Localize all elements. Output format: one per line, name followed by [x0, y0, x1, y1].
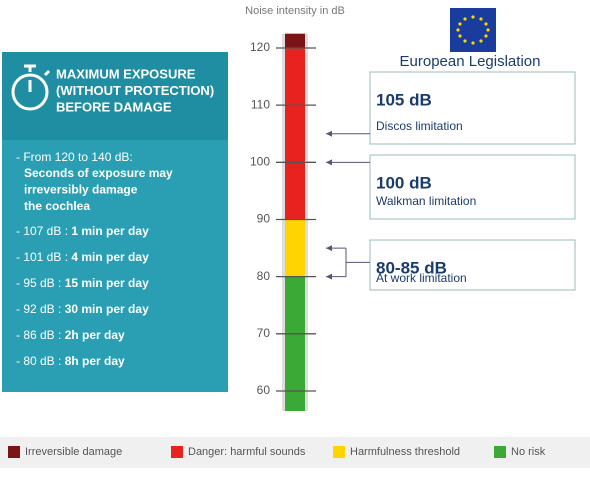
legend-label: Danger: harmful sounds — [188, 446, 306, 458]
scale-band — [285, 33, 305, 48]
exposure-item: - 86 dB : 2h per day — [16, 328, 125, 342]
legend-label: No risk — [511, 446, 546, 458]
item-level: - 80 dB : — [16, 354, 61, 368]
item-duration: 8h per day — [65, 354, 125, 368]
legend-swatch — [494, 446, 506, 458]
item-level: - 92 dB : — [16, 302, 61, 316]
exposure-item: - 107 dB : 1 min per day — [16, 224, 149, 238]
legend-label: Irreversible damage — [25, 446, 122, 458]
item-level: - 101 dB : — [16, 250, 68, 264]
arrow-head — [326, 130, 332, 137]
item-duration: 30 min per day — [65, 302, 149, 316]
legislation-box — [369, 154, 576, 220]
eu-flag — [450, 8, 496, 52]
intro-text: - From 120 to 140 dB: — [16, 150, 133, 164]
panel-title: (WITHOUT PROTECTION) — [56, 83, 214, 98]
item-level: - 107 dB : — [16, 224, 68, 238]
legend-strip — [0, 437, 590, 468]
arrow-head — [326, 159, 332, 166]
panel-title: BEFORE DAMAGE — [56, 99, 172, 114]
item-duration: 15 min per day — [65, 276, 149, 290]
exposure-item: - 80 dB : 8h per day — [16, 354, 125, 368]
item-level: - 86 dB : — [16, 328, 61, 342]
legislation-desc: Walkman limitation — [376, 194, 476, 208]
legislation-level: 105 dB — [376, 90, 432, 109]
legislation-title: European Legislation — [400, 53, 541, 70]
arrow-head — [326, 273, 332, 280]
tick-label: 70 — [257, 326, 271, 340]
tick-label: 110 — [251, 97, 270, 111]
intro-bold: the cochlea — [24, 199, 90, 213]
legislation-desc: At work limitation — [376, 271, 467, 285]
tick-label: 80 — [257, 269, 271, 283]
legislation-box — [369, 71, 576, 145]
legislation-level: 80-85 dB — [376, 258, 447, 277]
item-duration: 1 min per day — [71, 224, 149, 238]
scale-band — [285, 219, 305, 277]
panel-title: MAXIMUM EXPOSURE — [56, 66, 196, 81]
legend-label: Harmfulness threshold — [350, 446, 460, 458]
stopwatch-icon — [11, 64, 51, 111]
legislation-level: 100 dB — [376, 173, 432, 192]
intro-bold: irreversibly damage — [24, 183, 138, 197]
scale-title: Noise intensity in dB — [245, 5, 345, 17]
intro-bold: Seconds of exposure may — [24, 166, 173, 180]
exposure-item: - 101 dB : 4 min per day — [16, 250, 149, 264]
tick-label: 120 — [250, 40, 270, 54]
legend-swatch — [171, 446, 183, 458]
item-duration: 4 min per day — [71, 250, 149, 264]
legislation-box — [369, 239, 576, 291]
legend-swatch — [333, 446, 345, 458]
legend-swatch — [8, 446, 20, 458]
legislation-desc: Discos limitation — [376, 119, 463, 133]
tick-label: 60 — [257, 383, 271, 397]
tick-label: 90 — [257, 212, 271, 226]
item-duration: 2h per day — [65, 328, 125, 342]
scale-band — [285, 47, 305, 220]
panel-header — [2, 52, 228, 140]
item-level: - 95 dB : — [16, 276, 61, 290]
scale-band — [285, 276, 305, 411]
exposure-item: - 95 dB : 15 min per day — [16, 276, 149, 290]
tick-label: 100 — [250, 154, 270, 168]
arrow-head — [326, 245, 332, 252]
exposure-item: - 92 dB : 30 min per day — [16, 302, 149, 316]
